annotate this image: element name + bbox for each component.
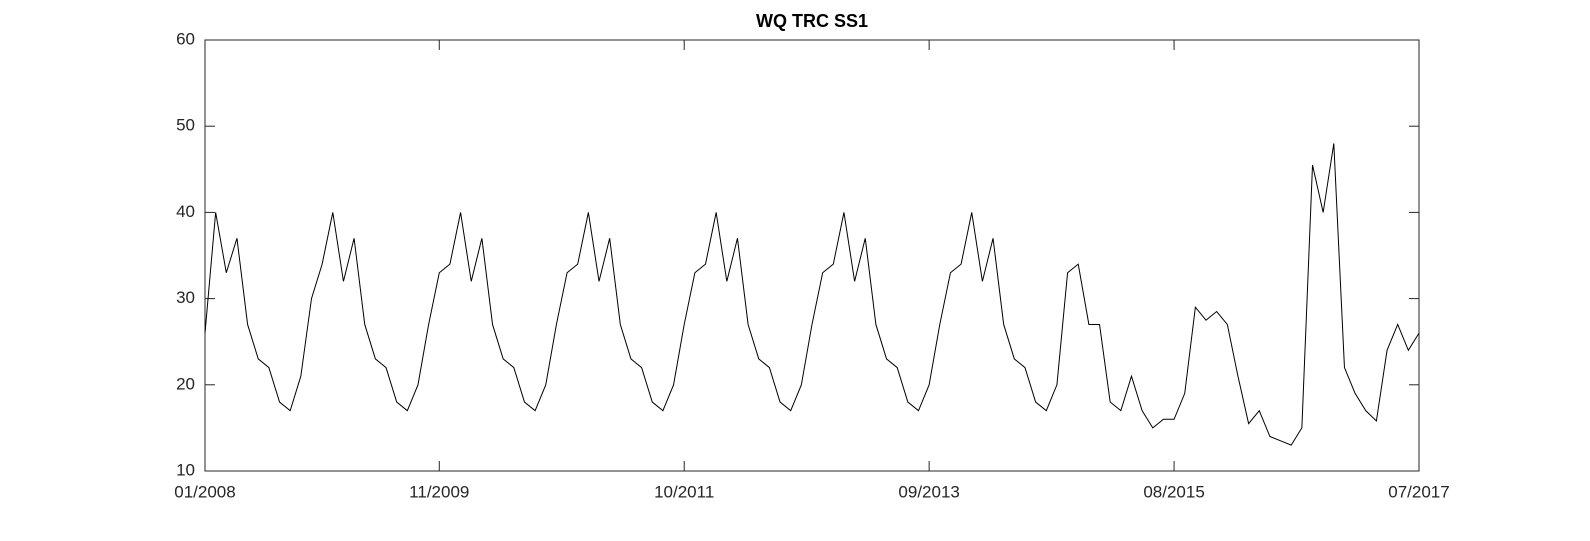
x-tick-label: 10/2011	[654, 482, 714, 501]
y-tick-label: 50	[176, 116, 195, 135]
y-tick-label: 10	[176, 460, 195, 479]
y-tick-label: 30	[176, 288, 195, 307]
x-tick-label: 01/2008	[174, 482, 235, 501]
y-tick-label: 60	[176, 29, 195, 48]
x-tick-label: 08/2015	[1143, 482, 1204, 501]
y-tick-label: 20	[176, 374, 195, 393]
x-tick-label: 09/2013	[898, 482, 959, 501]
plot-box	[204, 39, 1420, 472]
x-tick-label: 11/2009	[409, 482, 469, 501]
y-tick-label: 40	[176, 202, 195, 221]
data-line	[204, 143, 1420, 446]
x-tick-label: 07/2017	[1388, 482, 1449, 501]
chart-title: WQ TRC SS1	[756, 11, 868, 31]
